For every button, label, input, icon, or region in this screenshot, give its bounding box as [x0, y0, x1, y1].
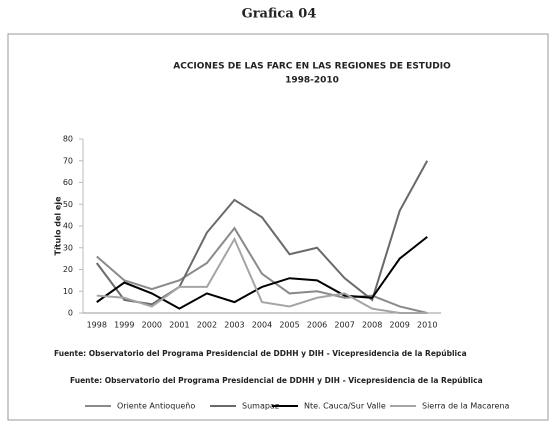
y-tick-label: 70 — [63, 156, 73, 165]
chart-frame — [7, 33, 549, 421]
legend-label: Oriente Antioqueño — [117, 402, 195, 411]
y-tick-label: 60 — [63, 178, 73, 187]
x-tick-label: 2004 — [252, 321, 272, 330]
y-tick-label: 50 — [63, 200, 73, 209]
x-tick-label: 2008 — [362, 321, 382, 330]
x-tick-label: 2010 — [417, 321, 437, 330]
chart-title: ACCIONES DE LAS FARC EN LAS REGIONES DE … — [173, 62, 451, 72]
x-tick-label: 2002 — [197, 321, 217, 330]
y-axis-title: Título del eje — [54, 196, 63, 256]
x-tick-label: 2003 — [224, 321, 244, 330]
page-title: Grafica 04 — [242, 7, 317, 22]
y-tick-label: 20 — [63, 265, 73, 274]
y-tick-label: 30 — [63, 243, 73, 252]
y-tick-label: 40 — [63, 222, 73, 231]
x-tick-label: 2006 — [307, 321, 327, 330]
legend-label: Sumapaz — [242, 402, 279, 411]
series-line — [96, 236, 428, 314]
x-tick-label: 2009 — [390, 321, 410, 330]
x-tick-label: 1999 — [114, 321, 134, 330]
source-note: Fuente: Observatorio del Programa Presid… — [70, 376, 483, 385]
x-tick-label: 1998 — [87, 321, 107, 330]
x-tick-label: 2007 — [334, 321, 354, 330]
legend-label: Sierra de la Macarena — [422, 402, 510, 411]
x-tick-label: 2000 — [142, 321, 162, 330]
series-line — [95, 160, 429, 306]
y-tick-label: 10 — [63, 287, 73, 296]
y-tick-label: 0 — [68, 309, 73, 318]
y-tick-label: 80 — [63, 135, 73, 144]
chart-subtitle: 1998-2010 — [285, 76, 339, 86]
source-note: Fuente: Observatorio del Programa Presid… — [54, 349, 467, 358]
x-tick-label: 2005 — [279, 321, 299, 330]
x-tick-label: 2001 — [169, 321, 189, 330]
series-line — [96, 236, 428, 310]
series-line — [96, 226, 428, 314]
legend-label: Nte. Cauca/Sur Valle — [304, 402, 386, 411]
